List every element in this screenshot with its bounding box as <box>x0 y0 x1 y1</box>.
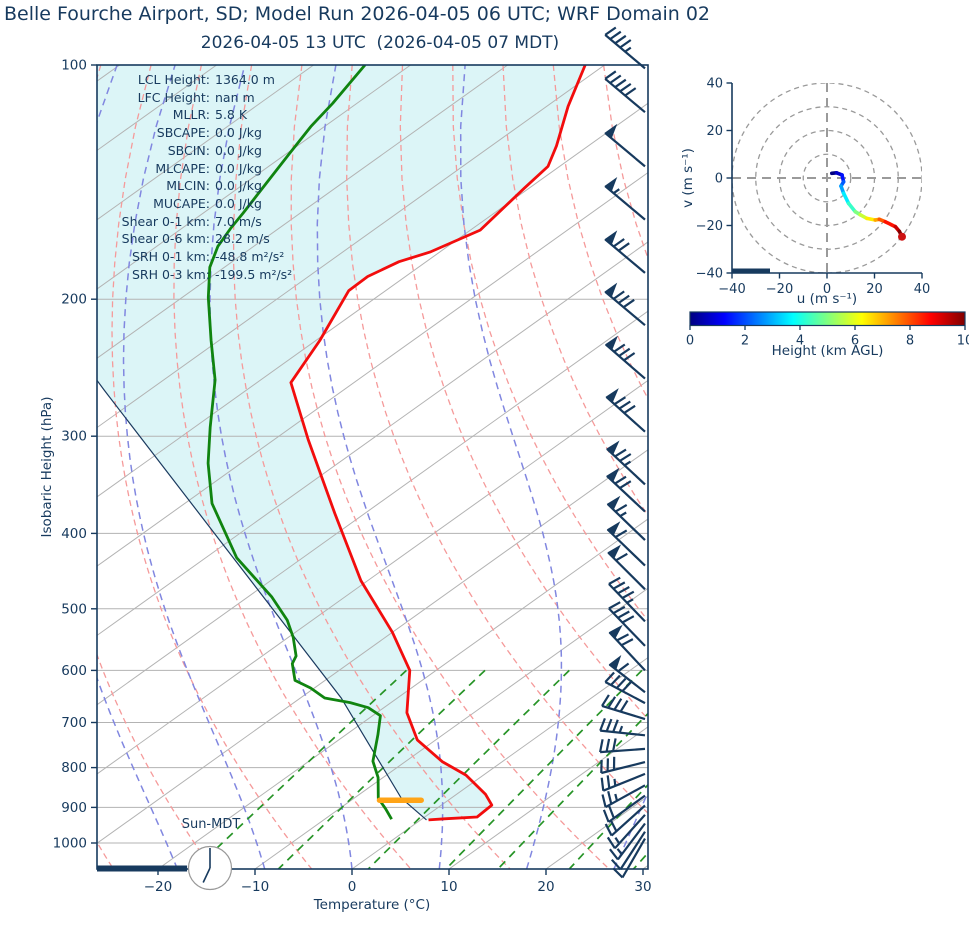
stat-value: 0.0 J/kg <box>215 160 262 176</box>
height-colorbar: 0 2 4 6 8 10 <box>686 311 969 349</box>
stat-label: MLCIN: <box>166 178 210 194</box>
stat-row: MLLR: 5.8 K <box>100 106 292 124</box>
stat-label: Shear 0-6 km: <box>121 231 210 247</box>
svg-text:−20: −20 <box>144 879 173 895</box>
stat-row: SBCIN: 0.0 J/kg <box>100 142 292 160</box>
svg-text:6: 6 <box>851 334 859 349</box>
svg-text:−40: −40 <box>718 282 745 297</box>
svg-text:8: 8 <box>906 334 914 349</box>
sounding-stats-block: LCL Height: 1364.0 m LFC Height: nan m MLLR:… <box>100 71 293 284</box>
stat-label: SRH 0-3 km: <box>131 266 210 282</box>
stat-label: SBCIN: <box>167 142 210 158</box>
svg-text:40: 40 <box>914 282 931 297</box>
dewpoint-line <box>206 65 393 820</box>
stat-row: Shear 0-6 km: 28.2 m/s <box>100 230 292 248</box>
stat-label: LFC Height: <box>137 89 210 105</box>
skewt-ticks: −20 −10 0 10 20 30 100 200 300 400 500 600 700 800 900… <box>53 58 652 896</box>
stat-label: SRH 0-1 km: <box>131 249 210 265</box>
stat-value: 0.0 J/kg <box>215 178 262 194</box>
stat-row: SRH 0-3 km: -199.5 m²/s² <box>100 266 292 284</box>
stat-value: 0.0 J/kg <box>215 125 262 141</box>
svg-text:800: 800 <box>61 760 87 776</box>
stat-label: LCL Height: <box>137 72 210 87</box>
stat-row: MLCIN: 0.0 J/kg <box>100 177 292 195</box>
svg-text:600: 600 <box>61 663 87 679</box>
hodograph-v-axis-label: v (m s⁻¹) <box>680 148 696 208</box>
svg-text:0: 0 <box>686 334 694 349</box>
hodograph-trace-segment <box>883 219 898 229</box>
stat-value: -48.8 m²/s² <box>215 249 285 265</box>
hodograph-trace-end-dot <box>898 232 906 241</box>
svg-text:500: 500 <box>61 601 87 617</box>
hodograph-elevation-bar <box>732 268 770 274</box>
svg-text:200: 200 <box>61 292 87 308</box>
stat-value: 5.8 K <box>215 107 248 123</box>
svg-text:1000: 1000 <box>53 836 87 852</box>
wind-barbs <box>599 26 646 879</box>
svg-text:400: 400 <box>61 526 87 542</box>
sun-clock-icon <box>187 845 233 891</box>
temperature-line <box>289 65 587 822</box>
hodograph-u-axis-label: u (m s⁻¹) <box>796 291 858 307</box>
stat-row: SBCAPE: 0.0 J/kg <box>100 124 292 142</box>
svg-text:20: 20 <box>537 879 554 895</box>
hodograph-trace-segment <box>841 191 851 206</box>
svg-text:900: 900 <box>61 800 87 816</box>
stat-row: MLCAPE: 0.0 J/kg <box>100 160 292 178</box>
svg-text:20: 20 <box>866 282 883 297</box>
svg-text:10: 10 <box>440 879 457 895</box>
hodograph: −40−40 −20 −20 0 0 20 20 40 40 <box>696 77 931 298</box>
page-title: Belle Fourche Airport, SD; Model Run 202… <box>4 3 711 25</box>
stat-value: 0.0 J/kg <box>215 195 262 211</box>
stat-label: MLCAPE: <box>155 160 210 176</box>
svg-text:0: 0 <box>348 879 357 895</box>
stat-value: 0.0 J/kg <box>215 142 262 158</box>
svg-text:0: 0 <box>823 282 831 297</box>
svg-text:30: 30 <box>634 879 651 895</box>
shaded-region <box>97 65 586 820</box>
skewt-axes-frame <box>96 64 649 870</box>
svg-text:−20: −20 <box>766 282 793 297</box>
svg-text:20: 20 <box>706 124 723 139</box>
svg-text:4: 4 <box>796 334 804 349</box>
svg-text:700: 700 <box>61 715 87 731</box>
stat-row: LFC Height: nan m <box>100 89 292 107</box>
colorbar-label: Height (km AGL) <box>771 343 884 359</box>
svg-text:−20: −20 <box>696 219 723 234</box>
svg-text:100: 100 <box>61 58 87 74</box>
stat-value: 7.0 m/s <box>215 213 262 229</box>
stat-value: 1364.0 m <box>215 72 275 87</box>
stat-row: LCL Height: 1364.0 m <box>100 71 292 89</box>
surface-elevation-bar <box>97 865 188 872</box>
stat-row: MUCAPE: 0.0 J/kg <box>100 195 292 213</box>
svg-text:300: 300 <box>61 429 87 445</box>
svg-text:2: 2 <box>741 334 749 349</box>
hodograph-ticks: −40−40 −20 −20 0 0 20 20 40 40 <box>696 77 931 298</box>
stat-label: MLLR: <box>172 107 210 123</box>
svg-text:40: 40 <box>706 77 723 92</box>
stat-label: SBCAPE: <box>156 125 210 141</box>
svg-text:−10: −10 <box>241 879 270 895</box>
stat-value: nan m <box>215 89 255 105</box>
stat-row: Shear 0-1 km: 7.0 m/s <box>100 213 292 231</box>
svg-text:−40: −40 <box>696 267 723 282</box>
stat-label: MUCAPE: <box>153 195 210 211</box>
valid-time-subtitle: 2026-04-05 13 UTC (2026-04-05 07 MDT) <box>200 33 560 53</box>
stat-value: 28.2 m/s <box>215 231 270 247</box>
svg-text:10: 10 <box>957 334 969 349</box>
temperature-axis-label: Temperature (°C) <box>313 897 431 913</box>
pressure-axis-label: Isobaric Height (hPa) <box>39 396 55 538</box>
stat-row: SRH 0-1 km: -48.8 m²/s² <box>100 248 292 266</box>
stat-label: Shear 0-1 km: <box>121 213 210 229</box>
stat-value: -199.5 m²/s² <box>215 266 293 282</box>
svg-text:0: 0 <box>715 172 723 187</box>
sun-clock-label: Sun-MDT <box>181 817 241 832</box>
